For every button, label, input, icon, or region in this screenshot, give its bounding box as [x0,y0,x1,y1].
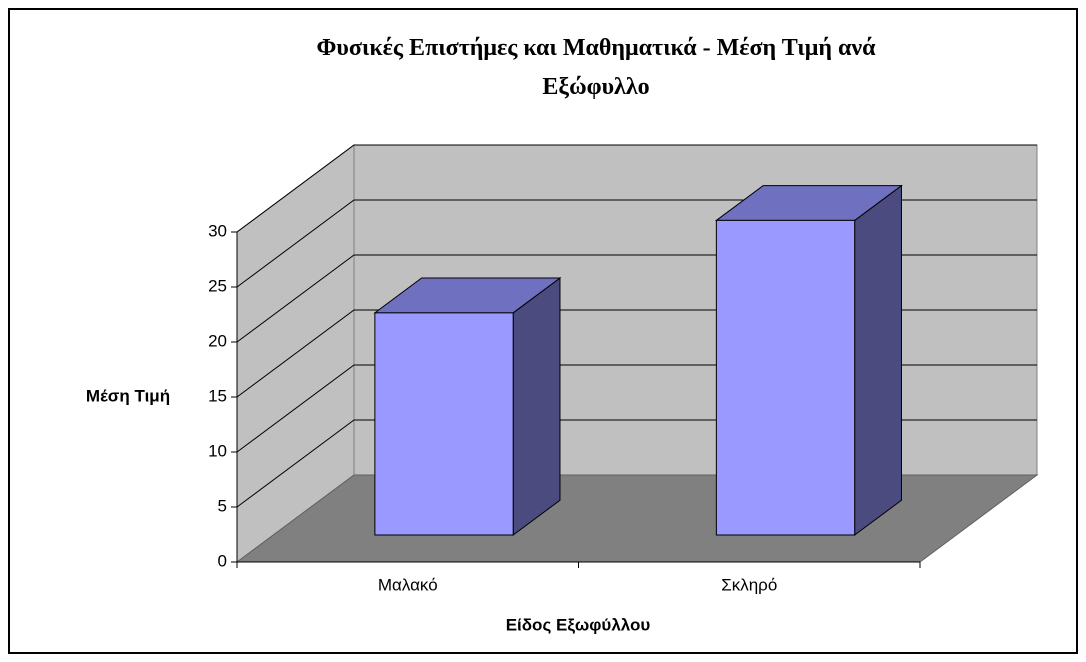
chart-title: Φυσικές Επιστήμες και Μαθηματικά - Μέση … [317,35,877,100]
grid-line [236,144,1037,233]
x-axis-title: Είδος Εξωφύλλου [506,615,651,634]
bar-front [374,312,514,536]
x-tick-label: Μαλακό [378,575,438,594]
y-tick-label: 25 [208,276,227,295]
y-tick-label: 30 [208,221,227,240]
bar-side [854,184,902,537]
bar-side [512,277,561,537]
y-tick-label: 5 [218,496,227,515]
x-tick-label: Σκληρό [721,575,777,594]
bar [714,184,903,537]
y-tick-label: 0 [218,551,227,570]
y-tick-label: 10 [208,441,227,460]
floor [235,474,1039,563]
bar-front [715,219,856,536]
y-tick-label: 20 [208,331,227,350]
y-axis-title: Μέση Τιμή [86,386,170,405]
y-tick-label: 15 [208,386,227,405]
bar [373,277,562,537]
